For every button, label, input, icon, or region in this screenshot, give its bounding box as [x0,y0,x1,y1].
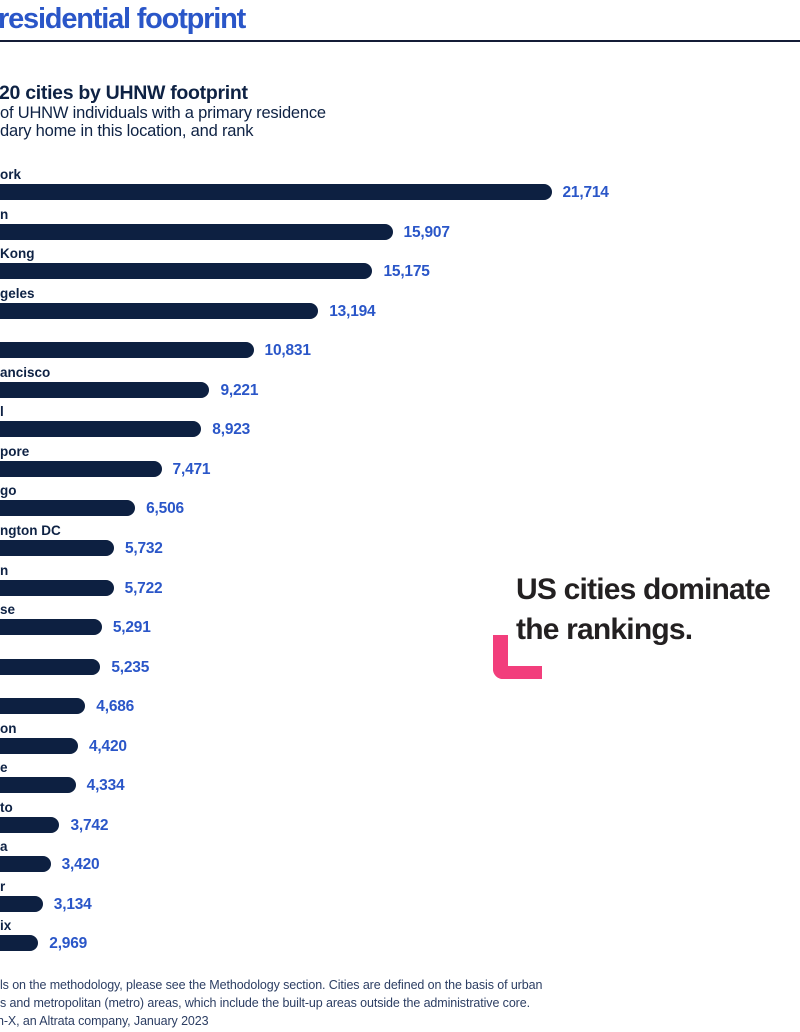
bar-city-label: e [0,760,8,776]
bar [0,539,114,556]
bar-value-label: 21,714 [562,184,609,201]
pink-corner-bracket-icon [493,635,542,679]
bar-value-label: 3,742 [70,816,109,834]
bar-value-label: 6,506 [146,500,184,518]
bar-city-label: geles [0,285,35,301]
bar-value-label: 8,923 [212,421,251,439]
bar-value-label: 5,722 [124,579,163,597]
bar [0,460,162,477]
bar-city-label: to [0,799,13,815]
bar-city-label: r [0,878,6,894]
bar-value-label: 4,334 [86,777,125,795]
bar [0,342,254,359]
bar [0,935,39,952]
chart-title: 20 cities by UHNW footprint [0,82,248,104]
bar [0,421,202,438]
bar [0,816,60,833]
bar-value-label: 3,420 [61,856,100,874]
bar-city-label: go [0,483,17,499]
chart-subtitle-line-1: of UHNW individuals with a primary resid… [0,104,326,122]
bar [0,381,210,398]
bar-city-label: pore [0,443,30,459]
bar [0,737,79,754]
bar-value-label: 5,291 [112,619,151,637]
bar-city-label: n [0,206,9,222]
bar-value-label: 4,686 [96,698,135,716]
bar [0,698,86,715]
bar-city-label: ix [0,918,12,934]
footnote-line-2: s and metropolitan (metro) areas, which … [0,996,530,1010]
bar-city-label: on [0,720,17,736]
bar [0,895,43,912]
bar [0,302,319,319]
bar [0,579,114,596]
chart-subtitle-line-2: dary home in this location, and rank [0,122,254,140]
bar-value-label: 2,969 [49,935,88,953]
bar-value-label: 10,831 [264,342,311,360]
callout-line-1: US cities dominate [516,573,771,606]
bar-value-label: 4,420 [89,737,127,755]
bar-value-label: 5,235 [111,658,150,676]
source-line: h-X, an Altrata company, January 2023 [0,1014,209,1028]
bar-city-label: ancisco [0,364,51,380]
callout-line-2: the rankings. [516,613,693,646]
page-title: residential footprint [0,3,246,35]
bar [0,223,393,240]
bar [0,856,51,873]
bar-value-label: 3,134 [53,895,92,913]
bar-city-label: n [0,562,9,578]
bar-city-label: ork [0,167,22,182]
callout-text: US cities dominate the rankings. [516,570,771,650]
bar-city-label: se [0,602,16,618]
bar-city-label: l [0,404,4,420]
bar-value-label: 15,907 [403,223,450,241]
bar-city-label: a [0,839,8,855]
footnote-line-1: ls on the methodology, please see the Me… [0,978,543,992]
bar [0,184,552,200]
bar [0,777,76,794]
bar [0,619,102,636]
bar-value-label: 7,471 [172,460,211,478]
bar-city-label: Kong [0,246,35,262]
bar [0,500,136,517]
bar-value-label: 5,732 [124,539,163,557]
header-divider-line [0,40,800,42]
bar-city-label: ngton DC [0,522,61,538]
bar [0,263,373,280]
bar-value-label: 13,194 [329,302,376,320]
bar [0,658,101,675]
bar-value-label: 15,175 [383,263,430,281]
bar-value-label: 9,221 [220,381,259,399]
